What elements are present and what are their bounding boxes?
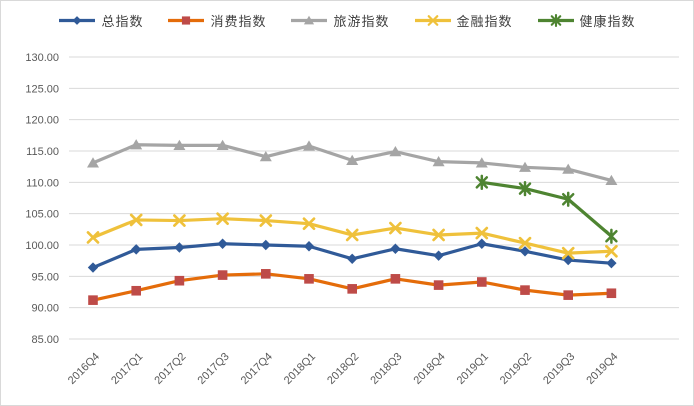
series-line-health-index	[480, 180, 614, 238]
legend-item-consumption-index: 消费指数	[167, 11, 266, 30]
x-axis-label: 2019Q3	[541, 351, 577, 387]
y-axis-label: 115.00	[26, 146, 59, 158]
y-axis-label: 90.00	[31, 303, 59, 315]
total-index-marker	[217, 238, 228, 249]
legend-label: 总指数	[101, 14, 144, 29]
x-axis-label: 2017Q4	[239, 351, 275, 387]
tourism-index-marker	[432, 156, 445, 167]
health-index-legend-marker-icon	[537, 13, 574, 28]
consumption-index-marker	[390, 274, 401, 284]
x-axis-label: 2017Q3	[196, 351, 232, 387]
x-axis-label: 2018Q1	[282, 351, 318, 387]
finance-index-marker	[173, 214, 186, 227]
tourism-index-marker	[216, 139, 229, 150]
total-index-marker	[606, 257, 617, 269]
consumption-index-marker	[606, 288, 617, 299]
total-index-marker	[347, 253, 358, 264]
health-index-marker	[605, 228, 618, 244]
tourism-index-marker	[346, 154, 359, 165]
chart-legend: 总指数 消费指数 旅游指数 金融指数 健康指数	[1, 11, 693, 30]
finance-index-marker	[302, 217, 316, 231]
total-index-legend-marker-icon	[59, 16, 96, 25]
total-index-marker	[174, 242, 185, 253]
finance-index-marker	[389, 221, 402, 235]
finance-index-marker	[259, 214, 273, 227]
tourism-index-marker	[130, 139, 143, 150]
x-axis-label: 2017Q2	[152, 351, 188, 387]
finance-index-marker	[216, 212, 229, 226]
legend-item-finance-index: 金融指数	[414, 11, 513, 30]
total-index-marker	[476, 238, 487, 249]
tourism-index-marker	[173, 139, 186, 150]
finance-index-marker	[129, 213, 143, 227]
tourism-index-marker	[389, 146, 402, 157]
finance-index-legend-marker-icon	[414, 15, 451, 26]
finance-index-marker	[86, 231, 100, 244]
consumption-index-marker	[217, 270, 228, 280]
tourism-index-marker	[475, 157, 488, 168]
consumption-index-marker	[347, 284, 357, 294]
x-axis-label: 2016Q4	[66, 351, 102, 387]
tourism-index-legend-marker-icon	[291, 15, 328, 25]
consumption-index-marker	[433, 280, 444, 290]
legend-label: 健康指数	[579, 14, 636, 29]
y-axis-label: 130.00	[25, 52, 59, 64]
health-index-marker	[518, 180, 532, 197]
y-axis-label: 105.00	[25, 209, 59, 221]
x-axis-label: 2018Q3	[368, 351, 404, 387]
consumption-index-marker	[477, 277, 487, 287]
tourism-index-marker	[519, 161, 531, 172]
legend-label: 旅游指数	[333, 14, 390, 29]
health-index-marker	[475, 174, 489, 190]
consumption-index-marker	[88, 295, 98, 305]
tourism-index-marker	[87, 157, 99, 168]
y-axis-label: 85.00	[31, 334, 59, 346]
total-index-marker	[433, 250, 444, 261]
x-axis-label: 2019Q4	[584, 351, 620, 387]
legend-label: 金融指数	[456, 14, 513, 29]
consumption-index-marker	[520, 285, 530, 295]
consumption-index-marker	[174, 275, 185, 286]
tourism-index-marker	[259, 151, 272, 162]
tourism-index-marker	[303, 140, 315, 151]
finance-index-marker	[345, 228, 359, 242]
x-axis-label: 2018Q2	[325, 351, 361, 387]
x-axis-label: 2017Q1	[109, 351, 145, 387]
total-index-marker	[390, 243, 401, 254]
total-index-marker	[519, 246, 531, 257]
total-index-marker	[131, 244, 142, 255]
y-axis-label: 110.00	[26, 177, 59, 189]
y-axis-label: 95.00	[31, 271, 59, 283]
legend-item-total-index: 总指数	[58, 11, 143, 30]
health-index-marker	[561, 191, 575, 207]
x-axis-label: 2019Q2	[498, 351, 534, 387]
y-axis-label: 125.00	[25, 83, 59, 95]
finance-index-marker	[518, 236, 532, 250]
consumption-index-marker	[131, 285, 141, 296]
finance-index-marker	[561, 246, 575, 260]
finance-index-marker	[475, 226, 489, 240]
y-axis-label: 120.00	[25, 115, 59, 127]
tourism-index-marker	[605, 174, 618, 186]
x-axis-label: 2019Q1	[455, 351, 491, 387]
total-index-marker	[260, 239, 271, 251]
finance-index-marker	[605, 244, 618, 258]
consumption-index-legend-marker-icon	[168, 16, 205, 25]
finance-index-marker	[432, 228, 445, 242]
consumption-index-marker	[261, 269, 271, 279]
legend-item-health-index: 健康指数	[537, 11, 636, 30]
consumption-index-marker	[563, 290, 573, 300]
x-axis-label: 2018Q4	[412, 351, 448, 387]
legend-label: 消费指数	[210, 14, 267, 29]
tourism-index-marker	[562, 163, 575, 174]
total-index-marker	[87, 262, 99, 273]
total-index-marker	[563, 254, 574, 266]
y-axis-label: 100.00	[25, 240, 59, 252]
total-index-marker	[303, 241, 315, 252]
consumption-index-marker	[304, 274, 314, 284]
legend-item-tourism-index: 旅游指数	[290, 11, 389, 30]
